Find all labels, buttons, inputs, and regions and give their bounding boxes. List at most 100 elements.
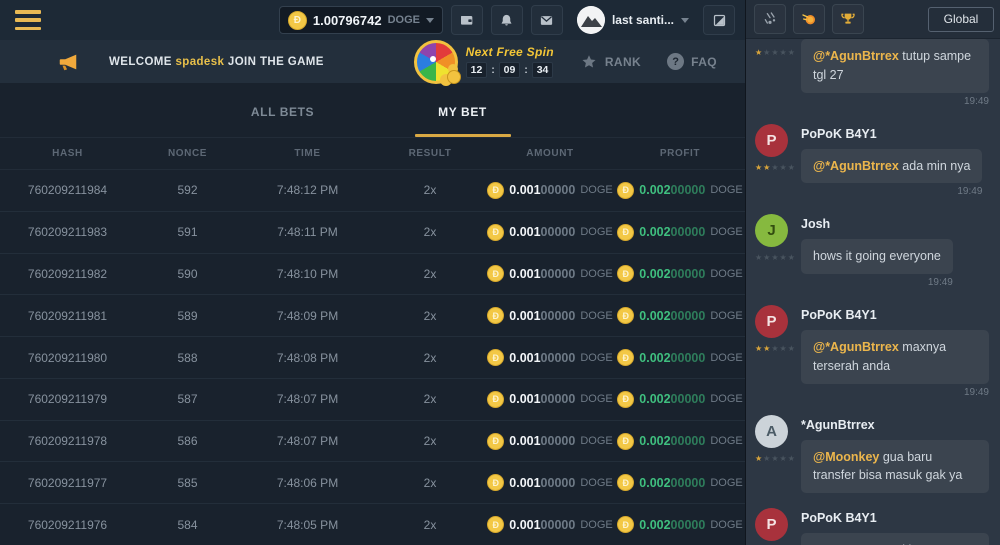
amount-currency: DOGE (580, 184, 613, 197)
messages-button[interactable] (530, 5, 563, 35)
table-row[interactable]: 760209211981 589 7:48:09 PM 2x Đ 0.00100000 DO… (0, 294, 745, 336)
rain-button[interactable] (754, 4, 786, 34)
mention-link[interactable]: @*AgunBtrrex (813, 340, 899, 354)
bet-nonce: 587 (177, 392, 198, 407)
avatar[interactable]: J (755, 214, 788, 248)
bet-hash: 760209211983 (27, 225, 108, 240)
bet-profit: Đ 0.00200000 DOGE (615, 516, 745, 534)
bet-time: 7:48:06 PM (276, 475, 339, 490)
countdown-hours: 12 (465, 62, 488, 78)
bell-icon (501, 14, 512, 25)
balance-selector[interactable]: Đ 1.00796742 DOGE (278, 6, 443, 34)
doge-coin-icon: Đ (287, 10, 307, 30)
chat-messages: ★★★★★ @*AgunBtrrex tutup sampe tgl 27 19:4… (746, 39, 1000, 545)
hamburger-menu-icon[interactable] (15, 10, 41, 30)
chat-toggle-button[interactable] (703, 5, 735, 35)
fireball-icon (802, 14, 815, 25)
profit-currency: DOGE (710, 351, 743, 364)
rank-link[interactable]: RANK (580, 53, 641, 71)
rank-star-icon (582, 54, 596, 68)
mention-link[interactable]: @*AgunBtrrex (813, 158, 899, 173)
table-row[interactable]: 760209211979 587 7:48:07 PM 2x Đ 0.00100000 DO… (0, 377, 745, 420)
mail-icon (541, 15, 553, 25)
doge-coin-icon: Đ (487, 223, 505, 241)
col-time: TIME (294, 148, 321, 159)
free-spin-label: Next Free Spin (465, 45, 554, 59)
countdown-seconds: 34 (531, 62, 554, 78)
chevron-down-icon (425, 17, 434, 23)
tab-my-bet[interactable]: MY BET (373, 105, 553, 137)
avatar[interactable]: P (755, 123, 788, 157)
bet-result: 2x (423, 392, 437, 407)
amount-currency: DOGE (580, 351, 613, 364)
profit-currency: DOGE (710, 267, 743, 280)
table-row[interactable]: 760209211980 588 7:48:08 PM 2x Đ 0.00100000 DO… (0, 336, 745, 378)
table-row[interactable]: 760209211983 591 7:48:11 PM 2x Đ 0.00100000 DO… (0, 210, 745, 253)
profit-currency: DOGE (710, 309, 743, 322)
faq-link[interactable]: ? FAQ (667, 53, 717, 70)
bets-tabs: ALL BETS MY BET (0, 83, 745, 138)
amount-currency: DOGE (580, 518, 613, 531)
user-name: last santi... (611, 13, 674, 27)
mention-link[interactable]: @*AgunBtrrex (813, 543, 899, 545)
bet-profit: Đ 0.00200000 DOGE (615, 181, 745, 199)
chat-bubble: @Moonkey gua baru transfer bisa masuk ga… (801, 439, 989, 493)
chat-user-name: PoPoK B4Y1 (801, 126, 877, 141)
active-tab-underline (414, 134, 511, 137)
bet-profit: Đ 0.00200000 DOGE (615, 349, 745, 367)
bet-profit: Đ 0.00200000 DOGE (615, 223, 745, 241)
bet-result: 2x (423, 225, 437, 240)
bet-amount: Đ 0.00100000 DOGE (485, 223, 615, 241)
tab-all-bets[interactable]: ALL BETS (250, 105, 315, 119)
bet-time: 7:48:11 PM (277, 225, 338, 240)
chat-user-name: PoPoK B4Y1 (801, 511, 877, 525)
free-spin-widget[interactable]: Next Free Spin 12 : 09 : 34 (413, 39, 554, 84)
col-nonce: NONCE (167, 148, 208, 159)
avatar[interactable]: P (755, 305, 788, 338)
chat-channel-button[interactable]: Global (928, 6, 994, 32)
notifications-button[interactable] (490, 5, 523, 35)
table-row[interactable]: 760209211982 590 7:48:10 PM 2x Đ 0.00100000 DO… (0, 252, 745, 295)
bet-profit: Đ 0.00200000 DOGE (615, 307, 745, 325)
chat-bubble: @*AgunBtrrex kl pny uang bnyk blh tu inv… (801, 533, 989, 545)
doge-coin-icon: Đ (487, 390, 505, 408)
user-star-rating: ★★★★★ (755, 453, 796, 463)
welcome-suffix: JOIN THE GAME (227, 55, 324, 68)
free-spin-countdown: 12 : 09 : 34 (465, 62, 554, 78)
table-row[interactable]: 760209211978 586 7:48:07 PM 2x Đ 0.00100000 DO… (0, 419, 745, 462)
bet-amount: Đ 0.00100000 DOGE (485, 390, 615, 408)
user-menu[interactable]: last santi... (576, 6, 689, 34)
bet-nonce: 592 (177, 183, 198, 198)
bet-result: 2x (423, 517, 437, 532)
avatar[interactable]: P (755, 508, 788, 541)
mention-link[interactable]: @*AgunBtrrex (813, 49, 899, 63)
bet-result: 2x (423, 183, 437, 198)
bet-nonce: 590 (177, 266, 198, 281)
wallet-button[interactable] (450, 5, 483, 35)
bet-hash: 760209211979 (27, 392, 108, 407)
doge-coin-icon: Đ (617, 181, 635, 199)
table-row[interactable]: 760209211976 584 7:48:05 PM 2x Đ 0.00100000 DO… (0, 503, 745, 545)
question-mark-icon: ? (667, 53, 685, 70)
table-row[interactable]: 760209211977 585 7:48:06 PM 2x Đ 0.00100000 DO… (0, 461, 745, 503)
avatar[interactable]: A (755, 414, 788, 448)
user-star-rating: ★★★★★ (755, 253, 796, 263)
col-result: RESULT (408, 148, 452, 159)
bet-amount: Đ 0.00100000 DOGE (485, 181, 615, 199)
user-star-rating: ★★★★★ (755, 162, 796, 172)
bet-hash: 760209211982 (27, 266, 108, 281)
doge-coin-icon: Đ (487, 181, 505, 199)
doge-coin-icon: Đ (617, 349, 635, 367)
avatar (576, 6, 605, 34)
chat-user-name: *AgunBtrrex (801, 417, 875, 432)
doge-coin-icon: Đ (487, 349, 505, 367)
table-row[interactable]: 760209211984 592 7:48:12 PM 2x Đ 0.00100000 DO… (0, 170, 745, 211)
trophy-icon (841, 13, 855, 24)
welcome-banner: WELCOME spadesk JOIN THE GAME Next Free … (0, 39, 745, 84)
mention-link[interactable]: @Moonkey (813, 449, 880, 464)
trophy-button[interactable] (832, 4, 864, 34)
megaphone-icon (59, 54, 77, 70)
fireball-button[interactable] (793, 4, 825, 34)
col-hash: HASH (52, 148, 83, 159)
message-timestamp: 19:49 (963, 95, 989, 107)
